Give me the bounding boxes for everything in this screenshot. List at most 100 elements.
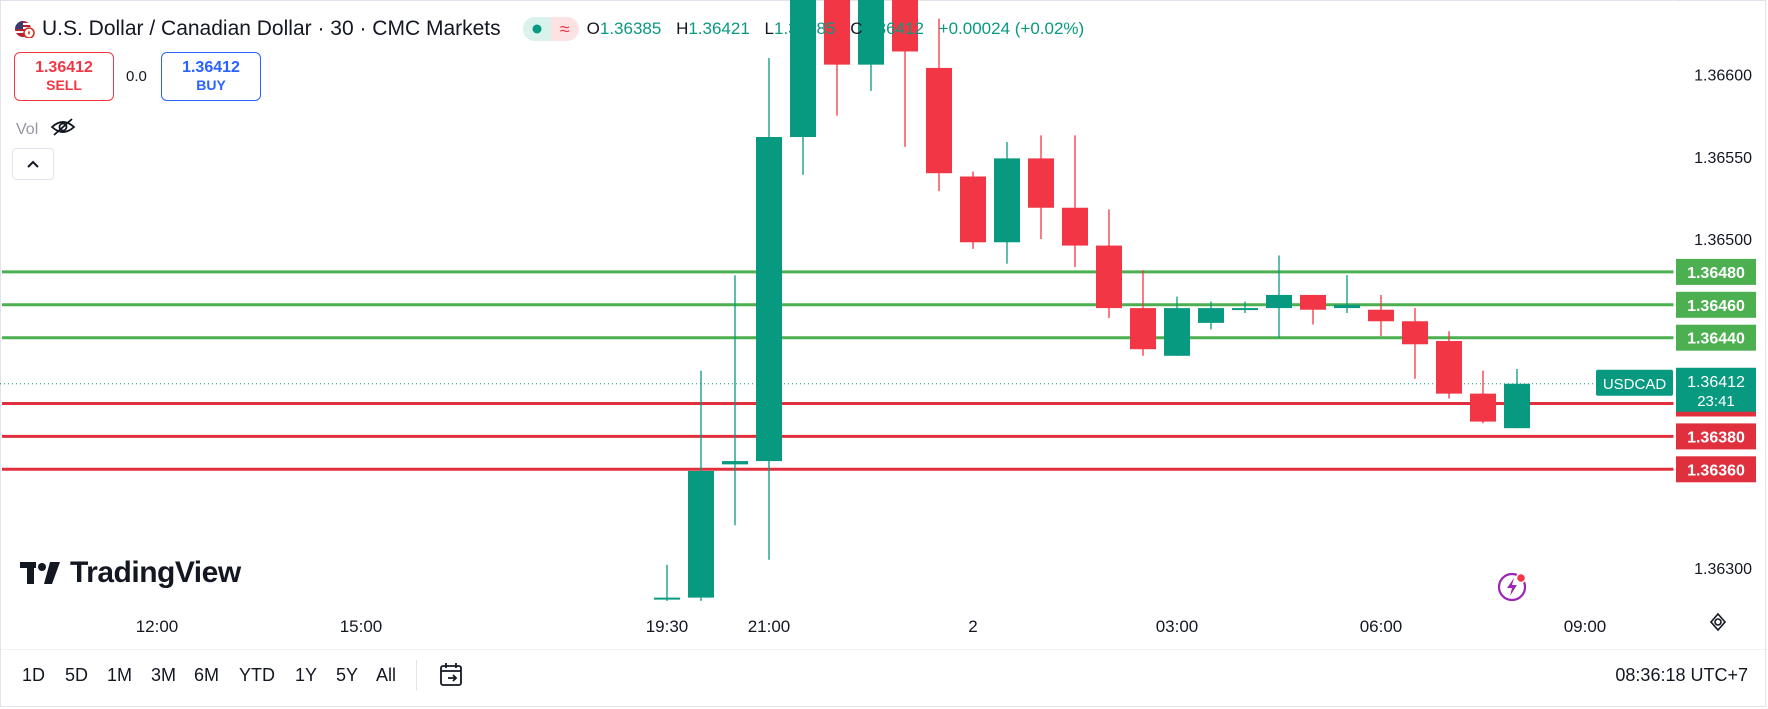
candle	[1334, 275, 1360, 314]
candle-body	[1300, 294, 1326, 310]
close-key: C	[850, 19, 863, 38]
market-status[interactable]: ≈	[522, 17, 579, 41]
range-button-all[interactable]: All	[376, 665, 397, 685]
range-button-ytd[interactable]: YTD	[239, 665, 275, 685]
volume-indicator[interactable]: Vol	[16, 117, 76, 142]
chart-canvas[interactable]: 1.36600 1.36550 1.36500 1.36300 09:00 12:00 1…	[0, 0, 1768, 650]
candle	[1402, 308, 1428, 379]
price-tick-label: 1.36500	[1694, 232, 1752, 249]
candle	[892, 0, 918, 147]
time-tick-label: 03:00	[1156, 617, 1199, 636]
close-value: 1.36412	[862, 19, 924, 38]
buy-label: BUY	[196, 77, 226, 93]
low-value: 1.36385	[774, 19, 836, 38]
candle-body	[1232, 308, 1258, 311]
toolbar-divider	[416, 660, 417, 690]
candle-body	[892, 0, 918, 52]
level-price-label: 1.36440	[1676, 324, 1756, 351]
price-tick-label: 1.36550	[1694, 150, 1752, 167]
logo-text: TradingView	[70, 556, 241, 589]
candle	[1232, 301, 1258, 314]
open-key: O	[586, 19, 600, 38]
price-tick-label: 1.36300	[1694, 561, 1752, 578]
candle-body	[756, 137, 782, 462]
time-tick-label: 15:00	[340, 617, 383, 636]
symbol-title[interactable]: U.S. Dollar / Canadian Dollar · 30 · CMC…	[42, 17, 501, 40]
high-value: 1.36421	[688, 19, 750, 38]
level-price-label: 1.36480	[1676, 258, 1756, 285]
buy-button[interactable]: 1.36412 BUY	[161, 52, 261, 101]
us-ca-flag-icon	[14, 20, 36, 39]
sell-button[interactable]: 1.36412 SELL	[14, 52, 114, 101]
candle-body	[1470, 393, 1496, 422]
range-button-1y[interactable]: 1Y	[295, 665, 318, 685]
time-axis: 09:0012:0015:0019:3021:00203:0006:0009:0…	[0, 617, 1768, 650]
candle-body	[858, 0, 884, 65]
eye-hidden-icon[interactable]	[50, 117, 76, 142]
candle-body	[1028, 158, 1054, 208]
time-tick-label: 09:00	[1564, 617, 1607, 636]
candle-body	[1198, 308, 1224, 323]
gear-icon[interactable]	[1707, 611, 1729, 633]
symbol-legend: U.S. Dollar / Canadian Dollar · 30 · CMC…	[14, 14, 1094, 44]
candle	[1266, 255, 1292, 338]
candle	[1300, 294, 1326, 325]
range-button-1m[interactable]: 1M	[107, 665, 133, 685]
ohlc-values: O1.36385 H1.36421 L1.36385 C1.36412 +0.0…	[587, 19, 1095, 39]
tradingview-logo[interactable]: TradingView	[20, 556, 241, 590]
candle	[756, 58, 782, 560]
range-button-5y[interactable]: 5Y	[336, 665, 359, 685]
candle-body	[722, 461, 748, 465]
calendar-goto-icon[interactable]	[438, 661, 466, 689]
level-label-text: 1.36480	[1687, 265, 1745, 282]
clock-timezone[interactable]: 08:36:18 UTC+7	[1615, 665, 1748, 685]
symbol-tag: USDCAD	[1596, 369, 1673, 396]
candle-body	[994, 158, 1020, 243]
candle	[994, 141, 1020, 264]
level-price-label: 1.36360	[1676, 456, 1756, 483]
last-price-label: 1.36412 23:41	[1676, 367, 1756, 412]
time-tick-label: 12:00	[136, 617, 179, 636]
level-label-bg	[1676, 324, 1756, 351]
range-button-5d[interactable]: 5D	[65, 665, 89, 685]
level-label-bg	[1676, 456, 1756, 483]
candle	[722, 275, 748, 526]
level-label-text: 1.36360	[1687, 462, 1745, 479]
spread-value: 0.0	[126, 68, 147, 85]
range-button-6m[interactable]: 6M	[194, 665, 220, 685]
candle-body	[688, 470, 714, 598]
buy-price: 1.36412	[182, 59, 240, 76]
market-open-dot-icon	[522, 17, 551, 41]
price-tick-label: 1.36600	[1694, 68, 1752, 85]
level-price-label: 1.36380	[1676, 423, 1756, 450]
candle	[1130, 270, 1156, 356]
candle-body	[1368, 309, 1394, 322]
sell-label: SELL	[46, 77, 82, 93]
range-button-1d[interactable]: 1D	[22, 665, 46, 685]
candle	[790, 0, 816, 175]
candle-body	[1164, 308, 1190, 356]
candle	[858, 0, 884, 91]
collapse-legend-button[interactable]	[12, 148, 54, 180]
candle	[1164, 296, 1190, 356]
candle-body	[1062, 207, 1088, 246]
bar-countdown: 23:41	[1697, 393, 1735, 410]
candle	[1198, 301, 1224, 330]
candle-body	[790, 0, 816, 138]
open-value: 1.36385	[599, 19, 662, 38]
candle-body	[1402, 321, 1428, 345]
range-button-3m[interactable]: 3M	[151, 665, 177, 685]
level-label-text: 1.36380	[1687, 429, 1745, 446]
symbol-tag-text: USDCAD	[1603, 376, 1667, 393]
candles	[654, 0, 1530, 601]
horizontal-levels	[0, 270, 1674, 471]
low-key: L	[764, 19, 774, 38]
symbol-tag-bg	[1596, 369, 1673, 396]
time-tick-label: 2	[968, 617, 977, 636]
time-tick-label: 21:00	[748, 617, 791, 636]
lightning-icon[interactable]	[1496, 569, 1530, 603]
candle-body	[824, 0, 850, 65]
candle	[1470, 370, 1496, 424]
time-tick-label: 19:30	[646, 617, 689, 636]
candle-body	[1130, 308, 1156, 350]
